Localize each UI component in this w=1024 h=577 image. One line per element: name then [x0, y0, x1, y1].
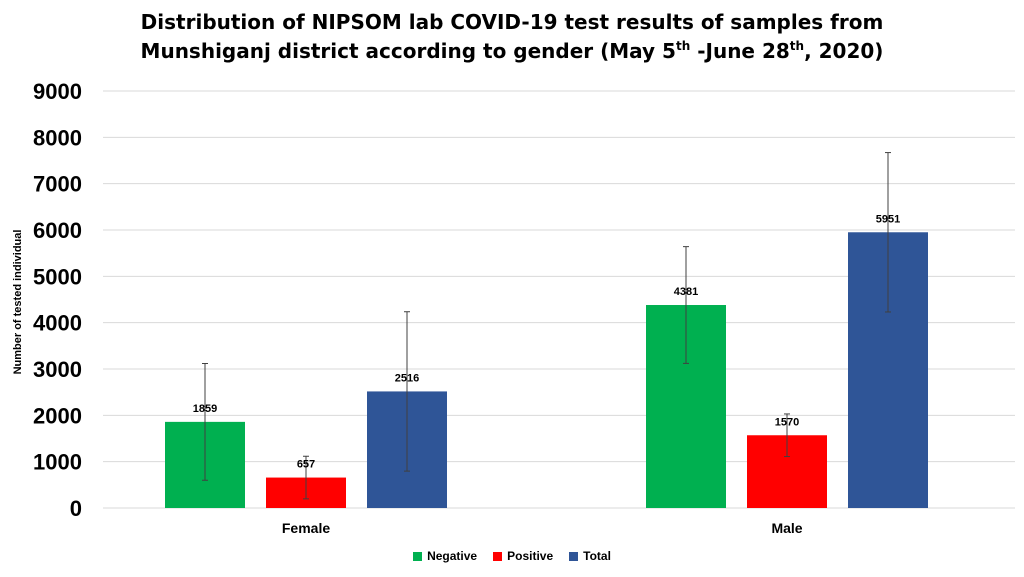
- chart-title: Distribution of NIPSOM lab COVID-19 test…: [0, 8, 1024, 66]
- title-line-2b: -June 28: [690, 39, 790, 63]
- y-tick-8000: 8000: [33, 125, 82, 150]
- legend-item-negative: Negative: [413, 549, 477, 563]
- y-tick-4000: 4000: [33, 311, 82, 336]
- legend-label-total: Total: [583, 549, 611, 563]
- title-line-2a: Munshiganj district according to gender …: [140, 39, 676, 63]
- legend-item-total: Total: [569, 549, 611, 563]
- y-tick-6000: 6000: [33, 218, 82, 243]
- y-axis-label: Number of tested individual: [12, 230, 24, 375]
- legend-item-positive: Positive: [493, 549, 553, 563]
- y-axis-ticks: 0 1000 2000 3000 4000 5000 6000 7000 8000 9000: [33, 79, 82, 521]
- data-label-negative-male: 4381: [674, 286, 698, 298]
- data-label-total-male: 5951: [876, 213, 900, 225]
- legend-label-negative: Negative: [427, 549, 478, 563]
- title-line-2c: , 2020): [804, 39, 884, 63]
- legend-swatch-positive: [493, 551, 503, 561]
- x-tick-male: Male: [771, 520, 802, 536]
- title-sup-2: th: [789, 39, 805, 53]
- legend-label-positive: Positive: [507, 549, 554, 563]
- y-tick-3000: 3000: [33, 357, 82, 382]
- data-label-positive-female: 657: [297, 459, 315, 471]
- y-tick-7000: 7000: [33, 172, 82, 197]
- title-sup-1: th: [675, 39, 691, 53]
- y-tick-9000: 9000: [33, 79, 82, 104]
- y-tick-2000: 2000: [33, 403, 82, 428]
- data-label-positive-male: 1570: [775, 416, 799, 428]
- legend: Negative Positive Total: [0, 549, 1024, 563]
- data-labels: 1859 657 2516 4381 1570 5951: [193, 213, 900, 470]
- legend-swatch-total: [569, 551, 579, 561]
- x-tick-female: Female: [282, 520, 330, 536]
- y-tick-1000: 1000: [33, 450, 82, 475]
- bars: [165, 232, 928, 509]
- y-tick-5000: 5000: [33, 264, 82, 289]
- data-label-total-female: 2516: [395, 372, 419, 384]
- y-tick-0: 0: [70, 496, 82, 521]
- x-axis-ticks: Female Male: [282, 520, 803, 536]
- title-line-1: Distribution of NIPSOM lab COVID-19 test…: [140, 10, 884, 34]
- legend-swatch-negative: [413, 551, 423, 561]
- error-bars: [202, 152, 891, 500]
- data-label-negative-female: 1859: [193, 403, 217, 415]
